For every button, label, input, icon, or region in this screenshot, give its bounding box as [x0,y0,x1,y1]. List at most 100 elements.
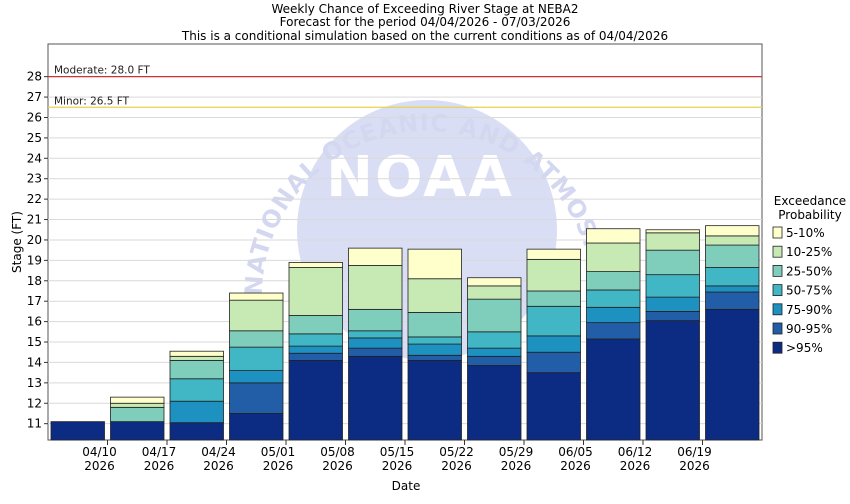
legend-title-line-1: Exceedance [774,194,846,208]
threshold-lines: Moderate: 28.0 FT Minor: 26.5 FT [48,65,762,108]
x-tick-date: 05/22 [439,445,474,459]
x-tick-date: 04/24 [201,445,236,459]
bar-segment-10-25pct [467,285,522,300]
bar-segment-90-95pct [407,354,462,361]
x-tick-date: 04/10 [82,445,117,459]
bar-segment-5-10pct [705,225,760,237]
x-tick-year: 2026 [679,459,710,473]
bar-segment-90-95pct [645,311,700,321]
y-tick-label: 28 [27,70,42,84]
y-tick-label: 12 [27,396,42,410]
y-tick-label: 20 [27,233,42,247]
bar-segment-10-25pct [526,258,581,292]
y-axis-label: Stage (FT) [10,211,24,273]
x-tick-year: 2026 [501,459,532,473]
y-tick-label: 21 [27,213,42,227]
bar-segment-50-75pct [526,305,581,337]
bar-week-11 [645,229,700,441]
legend-label: 25-50% [786,264,832,278]
y-tick-label: 18 [27,274,42,288]
bar-segment-50-75pct [645,274,700,298]
bar-segment-5-10pct [229,292,284,301]
legend-swatch [772,226,783,239]
bar-segment-50-75pct [169,378,224,402]
bar-segment-10-25pct [110,402,165,408]
bar-segment-75-90pct [645,296,700,312]
title-line-3: This is a conditional simulation based o… [181,29,668,43]
x-tick-date: 04/17 [142,445,177,459]
y-tick-label: 24 [27,151,42,165]
bar-segment-25-50pct [526,290,581,307]
bar-segment-5-10pct [586,228,641,244]
bar-segment-50-75pct [407,336,462,345]
x-tick-year: 2026 [441,459,472,473]
x-tick-year: 2026 [382,459,413,473]
bar-week-4 [229,292,284,441]
bar-segment-10-25pct [229,299,284,332]
bar-segment-10-25pct [705,235,760,246]
bar-segment-25-50pct [169,359,224,380]
bar-segment-10-25pct [407,278,462,313]
legend-label: >95% [786,341,823,355]
bar-segment-gt95pct [288,359,343,441]
y-tick-label: 27 [27,90,42,104]
x-tick-date: 06/19 [677,445,712,459]
bar-segment-gt95pct [705,308,760,441]
legend-item: 90-95% [772,322,832,336]
bar-segment-25-50pct [110,406,165,423]
bar-segment-50-75pct [288,333,343,347]
y-tick-label: 15 [27,335,42,349]
bar-segment-25-50pct [586,271,641,291]
x-tick-date: 05/29 [499,445,534,459]
bar-segment-90-95pct [526,351,581,374]
legend-swatch [772,284,783,297]
legend-item: >95% [772,341,823,355]
y-tick-label: 17 [27,294,42,308]
legend-label: 5-10% [786,226,825,240]
x-tick-year: 2026 [144,459,175,473]
x-axis-label: Date [392,479,421,493]
plot-area [47,43,763,441]
y-tick-label: 11 [27,417,42,431]
bar-segment-5-10pct [348,247,403,266]
x-tick-date: 05/15 [380,445,415,459]
bar-segment-gt95pct [586,338,641,441]
legend-swatch [772,341,783,354]
title-line-1: Weekly Chance of Exceeding River Stage a… [272,2,579,16]
y-tick-label: 14 [27,355,42,369]
bar-segment-75-90pct [407,343,462,356]
bar-segment-25-50pct [229,330,284,348]
bar-segment-75-90pct [586,306,641,324]
legend-item: 5-10% [772,226,825,240]
x-tick-date: 06/05 [558,445,593,459]
x-tick-date: 06/12 [618,445,653,459]
noaa-watermark-text: NOAA [326,145,514,210]
x-tick-year: 2026 [560,459,591,473]
bar-segment-5-10pct [169,350,224,357]
bar-segment-gt95pct [645,320,700,441]
legend-swatch [772,245,783,258]
legend-title-line-2: Probability [778,208,841,222]
legend-swatch [772,322,783,335]
bar-segment-25-50pct [288,315,343,335]
bar-segment-gt95pct [407,359,462,441]
threshold-label: Minor: 26.5 FT [54,95,130,107]
x-axis: 04/10202604/17202604/24202605/01202605/0… [82,440,712,473]
legend-label: 75-90% [786,303,832,317]
bar-segment-25-50pct [705,244,760,268]
title-line-2: Forecast for the period 04/04/2026 - 07/… [280,15,571,29]
bar-segment-10-25pct [586,242,641,272]
bar-segment-10-25pct [645,232,700,251]
bar-segment-50-75pct [467,331,522,349]
bar-week-3 [169,350,224,441]
bar-segment-5-10pct [110,396,165,404]
bar-stack-group [50,225,760,441]
y-tick-label: 26 [27,110,42,124]
legend-swatch [772,303,783,316]
bar-segment-10-25pct [288,267,343,316]
x-tick-date: 05/08 [320,445,355,459]
x-tick-year: 2026 [203,459,234,473]
bar-segment-75-90pct [467,347,522,357]
bar-segment-75-90pct [526,335,581,353]
